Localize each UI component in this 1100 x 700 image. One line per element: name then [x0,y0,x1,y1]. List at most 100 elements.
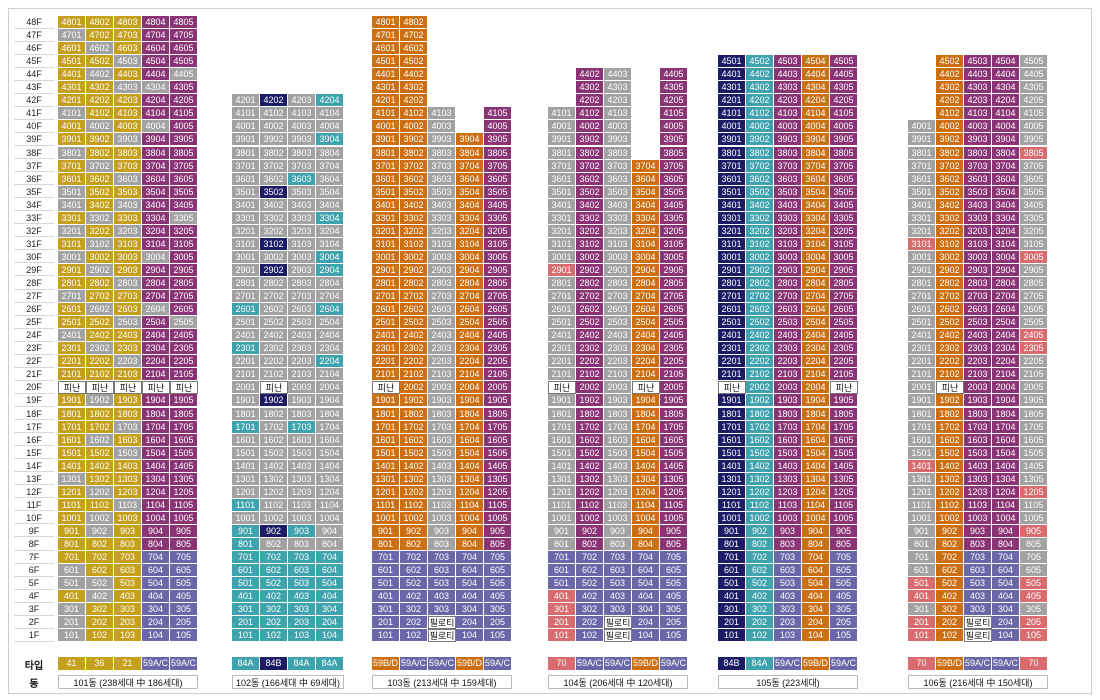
unit-cell: 802 [260,538,288,552]
unit-cell: 1503 [774,446,802,460]
unit-cell: 3605 [1020,172,1048,186]
unit-cell: 2302 [746,342,774,356]
unit-cell: 3604 [316,172,344,186]
unit-cell: 3604 [456,172,484,186]
unit-cell: 1205 [1020,485,1048,499]
unit-cell: 1002 [86,511,114,525]
unit-cell: 203 [288,616,316,630]
unit-cell: 502 [86,577,114,591]
unit-cell: 703 [288,551,316,565]
unit-cell: 3002 [86,250,114,264]
unit-cell: 2704 [456,290,484,304]
unit-cell: 2404 [142,329,170,343]
unit-cell: 1802 [400,407,428,421]
unit-cell: 3903 [774,133,802,147]
unit-cell: 4405 [830,68,858,82]
unit-cell: 3602 [746,172,774,186]
unit-cell: 1105 [830,498,858,512]
unit-cell: 3401 [718,198,746,212]
unit-cell: 4502 [746,55,774,69]
unit-cell: 201 [718,616,746,630]
unit-cell: 1401 [58,459,86,473]
unit-cell: 4102 [260,107,288,121]
unit-cell: 1302 [260,472,288,486]
unit-cell: 4102 [576,107,604,121]
unit-cell: 2203 [604,355,632,369]
unit-cell: 1301 [548,472,576,486]
unit-cell: 2403 [604,329,632,343]
unit-cell: 1701 [718,420,746,434]
unit-cell: 1105 [1020,498,1048,512]
unit-cell: 101 [232,629,260,643]
unit-cell: 2005 [484,381,512,395]
unit-cell: 705 [830,551,858,565]
unit-cell: 105 [830,629,858,643]
unit-cell: 3905 [660,133,688,147]
unit-cell: 2002 [746,381,774,395]
floor-label: 7F [14,551,54,564]
unit-cell: 4105 [830,107,858,121]
unit-cell: 1204 [456,485,484,499]
unit-cell: 4205 [660,94,688,108]
unit-cell: 305 [1020,603,1048,617]
unit-cell: 3901 [372,133,400,147]
unit-cell: 1605 [484,433,512,447]
unit-cell: 2101 [548,368,576,382]
unit-cell: 1705 [170,420,198,434]
unit-cell: 2105 [660,368,688,382]
unit-cell: 2505 [660,316,688,330]
unit-cell: 1204 [142,485,170,499]
floor-label: 6F [14,564,54,577]
unit-cell: 3402 [746,198,774,212]
unit-cell: 3904 [802,133,830,147]
unit-cell: 3301 [718,211,746,225]
unit-cell: 4201 [58,94,86,108]
floor-label: 16F [14,433,54,447]
unit-cell: 505 [1020,577,1048,591]
unit-cell: 601 [548,564,576,578]
unit-cell: 4001 [232,120,260,134]
unit-cell: 1001 [908,511,936,525]
unit-cell: 3601 [232,172,260,186]
unit-cell: 801 [58,538,86,552]
unit-cell: 3504 [316,185,344,199]
unit-cell: 3804 [316,146,344,160]
unit-cell: 2405 [170,329,198,343]
unit-cell: 2304 [316,342,344,356]
unit-cell: 1405 [484,459,512,473]
unit-cell: 204 [316,616,344,630]
unit-cell: 204 [632,616,660,630]
unit-cell: 1401 [548,459,576,473]
unit-cell: 803 [604,538,632,552]
unit-cell: 2104 [456,368,484,382]
unit-cell: 3305 [484,211,512,225]
unit-cell: 3303 [114,211,142,225]
building-label: 103동 (213세대 中 159세대) [372,675,512,689]
unit-cell: 2101 [908,368,936,382]
unit-cell: 1805 [830,407,858,421]
unit-cell: 1402 [936,459,964,473]
unit-cell: 3503 [774,185,802,199]
unit-cell: 3703 [114,159,142,173]
unit-cell: 1501 [548,446,576,460]
unit-cell: 3204 [316,224,344,238]
unit-cell: 1205 [170,485,198,499]
unit-cell: 3004 [802,250,830,264]
unit-cell: 1304 [992,472,1020,486]
unit-cell: 2304 [456,342,484,356]
unit-cell: 2102 [576,368,604,382]
unit-cell: 3104 [992,237,1020,251]
unit-cell: 1705 [1020,420,1048,434]
unit-cell: 3403 [114,198,142,212]
unit-cell: 505 [170,577,198,591]
unit-cell: 4704 [142,29,170,43]
unit-cell: 3602 [86,172,114,186]
unit-cell: 3102 [86,237,114,251]
unit-cell: 3603 [774,172,802,186]
unit-cell: 3303 [604,211,632,225]
unit-cell: 3705 [830,159,858,173]
unit-cell: 3504 [456,185,484,199]
unit-cell: 1005 [830,511,858,525]
unit-cell: 701 [232,551,260,565]
unit-cell: 1802 [746,407,774,421]
